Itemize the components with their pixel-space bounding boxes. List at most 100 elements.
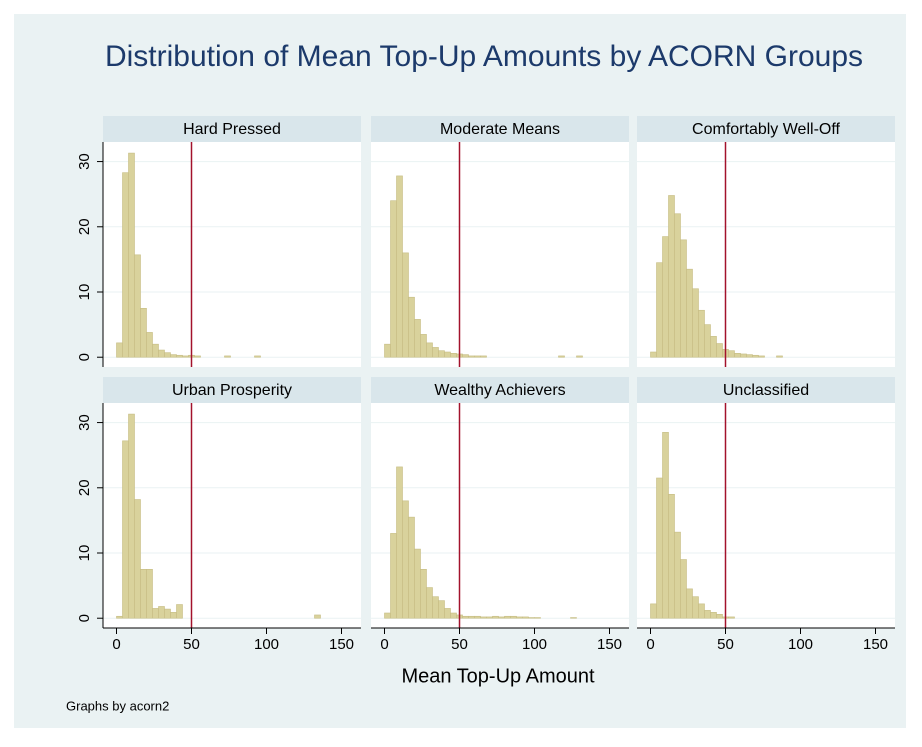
histogram-bar	[692, 288, 699, 358]
histogram-bar	[408, 296, 415, 358]
histogram-bar	[686, 588, 693, 619]
histogram-bar	[686, 268, 693, 358]
histogram-bar	[140, 569, 147, 619]
x-tick-label: 100	[522, 636, 547, 653]
panel-header	[371, 116, 629, 142]
x-tick-label: 100	[254, 636, 279, 653]
histogram-bar	[128, 152, 135, 358]
y-tick-label: 30	[76, 414, 93, 431]
histogram-bar	[650, 603, 657, 619]
panel-title: Moderate Means	[440, 121, 560, 138]
histogram-bar	[432, 596, 439, 619]
histogram-bar	[420, 569, 427, 619]
histogram-bar	[704, 610, 711, 619]
histogram-bar	[680, 239, 687, 358]
histogram-bar	[414, 319, 421, 358]
histogram-bar	[438, 600, 445, 619]
histogram-bar	[486, 616, 493, 619]
histogram-bar	[432, 347, 439, 358]
histogram-bar	[510, 615, 517, 619]
y-tick-label: 30	[76, 153, 93, 170]
histogram-bar	[462, 615, 469, 619]
histogram-bar	[752, 354, 759, 358]
histogram-bar	[558, 355, 565, 358]
y-tick-label: 0	[76, 353, 93, 361]
histogram-bar	[402, 500, 409, 619]
histogram-bar	[716, 343, 723, 358]
histogram-bar	[576, 355, 583, 358]
histogram-bar	[680, 559, 687, 619]
histogram-bar	[662, 432, 669, 619]
panel-title: Wealthy Achievers	[434, 382, 565, 399]
x-tick-label: 0	[380, 636, 388, 653]
histogram-bar	[734, 353, 741, 358]
histogram-bar	[122, 440, 129, 619]
histogram-bar	[662, 236, 669, 358]
histogram-bar	[504, 615, 511, 619]
x-tick-label: 150	[597, 636, 622, 653]
y-tick-label: 10	[76, 284, 93, 301]
panel-header	[637, 116, 895, 142]
histogram-bar	[534, 617, 541, 619]
histogram-bar	[656, 262, 663, 358]
histogram-bar	[480, 355, 487, 358]
histogram-bar	[474, 355, 481, 358]
histogram-bar	[314, 614, 321, 619]
histogram-bar	[450, 612, 457, 619]
histogram-bar	[656, 477, 663, 619]
histogram-bar	[254, 355, 261, 358]
y-tick-label: 10	[76, 545, 93, 562]
histogram-bar	[492, 615, 499, 619]
histogram-bar	[570, 617, 577, 619]
histogram-bar	[692, 596, 699, 619]
panel-title: Urban Prosperity	[172, 382, 292, 399]
histogram-bar	[182, 355, 189, 358]
histogram-bar	[170, 354, 177, 358]
histogram-bar	[668, 195, 675, 358]
note: Graphs by acorn2	[66, 698, 169, 713]
histogram-bar	[710, 336, 717, 358]
histogram-bar	[474, 615, 481, 619]
histogram-bar	[704, 324, 711, 358]
x-tick-label: 150	[329, 636, 354, 653]
histogram-bar	[396, 175, 403, 358]
histogram-bar	[420, 334, 427, 358]
histogram-bar	[158, 349, 165, 358]
panel-title: Comfortably Well-Off	[692, 121, 840, 138]
histogram-bar	[468, 355, 475, 358]
histogram-bar	[390, 533, 397, 619]
histogram-bar	[444, 608, 451, 619]
x-tick-label: 100	[788, 636, 813, 653]
histogram-bar	[116, 615, 123, 619]
y-tick-label: 20	[76, 218, 93, 235]
x-tick-label: 0	[646, 636, 654, 653]
histogram-bar	[728, 350, 735, 358]
histogram-bar	[516, 616, 523, 619]
histogram-bar	[444, 351, 451, 358]
panel-title: Unclassified	[723, 382, 809, 399]
histogram-bar	[438, 350, 445, 358]
panel-title: Hard Pressed	[183, 121, 281, 138]
histogram-bar	[134, 499, 141, 619]
histogram-bar	[176, 604, 183, 619]
histogram-bar	[176, 354, 183, 358]
histogram-bar	[164, 608, 171, 619]
y-tick-label: 20	[76, 479, 93, 496]
x-axis-label: Mean Top-Up Amount	[401, 665, 595, 687]
histogram-bar	[740, 353, 747, 358]
histogram-bar	[698, 603, 705, 619]
histogram-bar	[468, 615, 475, 619]
histogram-bar	[498, 616, 505, 619]
histogram-bar	[134, 254, 141, 358]
histogram-bar	[408, 516, 415, 619]
x-tick-label: 150	[863, 636, 888, 653]
histogram-bar	[224, 355, 231, 358]
histogram-bar	[384, 612, 391, 619]
histogram-bar	[650, 351, 657, 358]
histogram-bar	[164, 352, 171, 358]
histogram-bar	[128, 413, 135, 619]
histogram-bar	[746, 354, 753, 358]
histogram-bar	[158, 606, 165, 619]
panel-header	[637, 377, 895, 403]
histogram-bar	[140, 308, 147, 358]
